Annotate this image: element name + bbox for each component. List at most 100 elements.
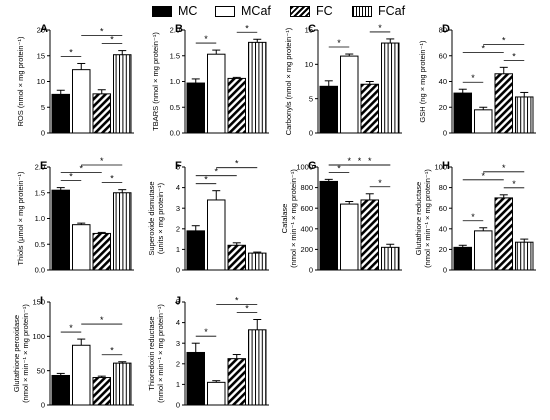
y-tick-label: 150 — [32, 298, 45, 307]
y-tick-label: 0 — [176, 401, 180, 410]
y-tick-label: 50 — [37, 366, 45, 375]
y-tick-label: 600 — [300, 204, 313, 213]
y-tick-label: 1 — [176, 380, 180, 389]
panel-letter: E — [40, 160, 47, 172]
y-tick-label: 5 — [176, 298, 180, 307]
y-axis-label: TBARS (nmol × mg protein⁻¹) — [151, 32, 160, 131]
y-tick-label: 3 — [176, 339, 180, 348]
y-tick-label: 0 — [41, 129, 45, 138]
bar-fcaf — [248, 329, 267, 406]
bar-fc — [494, 73, 513, 134]
y-axis-label: Glutathione peroxidase(nmol × min⁻¹ × mg… — [12, 304, 30, 403]
bar-fcaf — [381, 246, 400, 271]
y-tick-label: 5 — [176, 163, 180, 172]
y-axis-label: Thioredoxin reductase(nmol × min⁻¹ × mg … — [147, 304, 165, 403]
y-axis-label: Catalase(nmol × min⁻¹ × mg protein⁻¹) — [280, 169, 298, 268]
bar-mcaf — [72, 69, 91, 134]
legend-item-mcaf: MCaf — [215, 5, 271, 17]
significance-star: * — [69, 323, 73, 333]
significance-star: * — [358, 156, 362, 166]
bar-mcaf — [207, 199, 226, 271]
y-axis-label: Glutathione reductase(nmol × min⁻¹ × mg … — [414, 169, 432, 268]
bar-fc — [92, 93, 111, 134]
bar-mcaf — [72, 344, 91, 406]
y-tick-label: 1000 — [296, 163, 313, 172]
y-tick-label: 2.0 — [35, 163, 45, 172]
significance-star: * — [69, 47, 73, 57]
y-tick-label: 0 — [309, 129, 313, 138]
y-tick-label: 80 — [439, 26, 447, 35]
significance-star: * — [100, 156, 104, 166]
significance-star: * — [235, 159, 239, 169]
bar-fcaf — [515, 241, 534, 271]
significance-star: * — [481, 171, 485, 181]
bar-fcaf — [515, 96, 534, 134]
y-tick-label: 60 — [439, 51, 447, 60]
legend-label: MCaf — [241, 4, 271, 18]
y-tick-label: 100 — [434, 163, 447, 172]
panel-e: E 0.0 0.5 1.0 1.5 2.0 Thiols (μmol × mg protei… — [16, 156, 134, 275]
bar-mcaf — [340, 203, 359, 271]
significance-star: * — [110, 35, 114, 45]
bar-mc — [186, 82, 205, 134]
bar-mcaf — [207, 381, 226, 406]
bar-mcaf — [340, 55, 359, 134]
y-tick-label: 20 — [439, 103, 447, 112]
y-tick-label: 15 — [305, 26, 313, 35]
y-axis-label: Superoxide dismutase(units × mg protein⁻… — [147, 181, 165, 255]
significance-star: * — [471, 73, 475, 83]
bar-mcaf — [474, 230, 493, 271]
significance-star: * — [245, 304, 249, 314]
panel-b: B 0.0 0.5 1.0 1.5 2.0 TBARS (nmol × mg protein… — [151, 23, 269, 138]
y-tick-label: 60 — [439, 204, 447, 213]
significance-star: * — [79, 164, 83, 174]
y-tick-label: 20 — [37, 26, 45, 35]
legend-swatch — [215, 5, 235, 17]
y-tick-label: 400 — [300, 224, 313, 233]
panel-letter: D — [442, 23, 450, 35]
y-tick-label: 200 — [300, 245, 313, 254]
panel-d: D 0 20 40 60 80 GSH (ng × mg protein⁻¹) * * * * — [418, 23, 536, 138]
bar-fcaf — [381, 42, 400, 134]
y-tick-label: 4 — [176, 183, 180, 192]
panel-f: F 0 1 2 3 4 5 Superoxide dismutase(units × mg p… — [147, 159, 269, 275]
legend-label: FC — [316, 4, 333, 18]
legend-label: MC — [178, 4, 198, 18]
significance-star: * — [100, 27, 104, 37]
bar-fc — [494, 197, 513, 271]
bar-mc — [453, 92, 472, 134]
significance-star: * — [245, 23, 249, 33]
significance-star: * — [512, 51, 516, 61]
significance-star: * — [502, 163, 506, 173]
legend-item-fcaf: FCaf — [352, 5, 405, 17]
y-tick-label: 0 — [41, 401, 45, 410]
y-tick-label: 1.5 — [35, 188, 45, 197]
y-tick-label: 0 — [443, 266, 447, 275]
y-tick-label: 0 — [309, 266, 313, 275]
significance-star: * — [368, 156, 372, 166]
y-tick-label: 5 — [309, 94, 313, 103]
panel-j: J 0 1 2 3 4 5 Thioredoxin reductase(nmol × min⁻… — [147, 295, 269, 410]
bar-mcaf — [72, 224, 91, 271]
panel-letter: C — [308, 23, 316, 35]
y-tick-label: 15 — [37, 51, 45, 60]
y-tick-label: 10 — [305, 60, 313, 69]
bar-mc — [453, 246, 472, 271]
bar-fcaf — [113, 362, 132, 406]
y-tick-label: 800 — [300, 183, 313, 192]
significance-star: * — [347, 156, 351, 166]
significance-star: * — [214, 167, 218, 177]
bar-fc — [360, 199, 379, 271]
bar-mcaf — [474, 109, 493, 134]
y-tick-label: 2 — [176, 224, 180, 233]
y-tick-label: 1.0 — [170, 77, 180, 86]
significance-star: * — [69, 172, 73, 182]
significance-star: * — [512, 179, 516, 189]
panel-c: C 0 5 10 15 Carbonyls (nmol × mg protein⁻¹) * * — [284, 23, 402, 138]
bar-fc — [92, 232, 111, 271]
legend-swatch — [352, 5, 372, 17]
panel-letter: J — [175, 295, 181, 307]
y-axis-label: GSH (ng × mg protein⁻¹) — [418, 40, 427, 123]
